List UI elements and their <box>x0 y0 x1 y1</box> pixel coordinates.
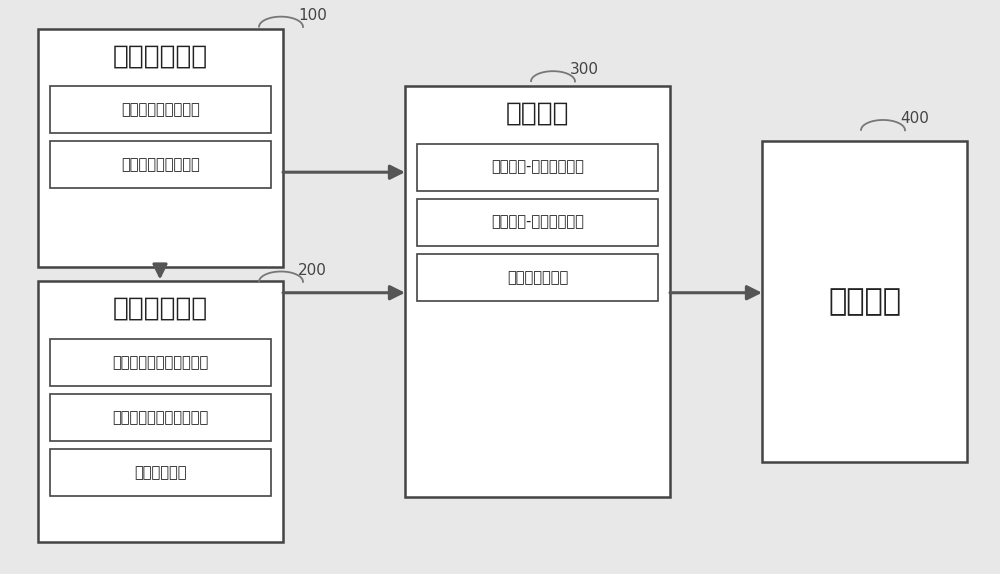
Text: 大便气味数据处理子单元: 大便气味数据处理子单元 <box>112 410 209 425</box>
Text: 大便图像采集子单元: 大便图像采集子单元 <box>121 102 200 117</box>
FancyBboxPatch shape <box>417 199 658 246</box>
Text: 300: 300 <box>570 63 599 77</box>
FancyBboxPatch shape <box>417 144 658 191</box>
Text: 200: 200 <box>298 263 327 278</box>
FancyBboxPatch shape <box>38 281 283 542</box>
Text: 推荐单元: 推荐单元 <box>828 287 901 316</box>
FancyBboxPatch shape <box>762 141 967 462</box>
FancyBboxPatch shape <box>50 394 271 441</box>
Text: 数据采集单元: 数据采集单元 <box>113 43 208 69</box>
Text: 异常颜色-疾病识别模型: 异常颜色-疾病识别模型 <box>491 160 584 174</box>
FancyBboxPatch shape <box>50 449 271 496</box>
FancyBboxPatch shape <box>405 86 670 497</box>
FancyBboxPatch shape <box>50 86 271 133</box>
Text: 数据组合单元: 数据组合单元 <box>134 465 187 480</box>
Text: 数据处理单元: 数据处理单元 <box>113 296 208 322</box>
Text: 识别单元: 识别单元 <box>506 100 569 127</box>
FancyBboxPatch shape <box>50 141 271 188</box>
FancyBboxPatch shape <box>38 29 283 267</box>
FancyBboxPatch shape <box>417 254 658 301</box>
Text: 结果输出子单元: 结果输出子单元 <box>507 270 568 285</box>
Text: 400: 400 <box>900 111 929 126</box>
Text: 异常气味-疾病识别模型: 异常气味-疾病识别模型 <box>491 215 584 230</box>
Text: 大便气味采集子单元: 大便气味采集子单元 <box>121 157 200 172</box>
Text: 大便图像数据处理子单元: 大便图像数据处理子单元 <box>112 355 209 370</box>
Text: 100: 100 <box>298 8 327 23</box>
FancyBboxPatch shape <box>50 339 271 386</box>
